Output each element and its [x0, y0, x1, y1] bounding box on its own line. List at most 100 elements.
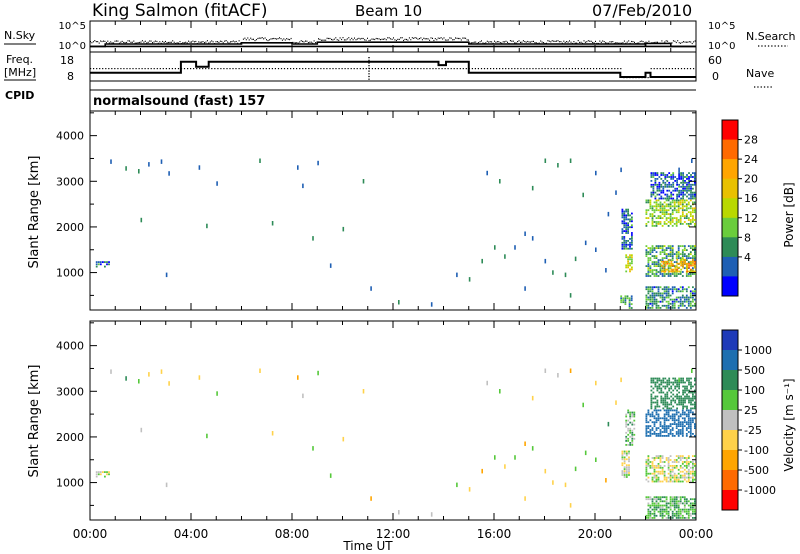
range-gate-cell [651, 298, 654, 301]
range-gate-cell [679, 502, 682, 505]
nave-dot [238, 68, 240, 70]
range-gate-cell [683, 296, 686, 299]
range-gate-cell [694, 207, 696, 210]
range-gate-cell [686, 264, 688, 267]
nsky-noise-dot [530, 41, 532, 43]
range-gate-cell [675, 512, 678, 515]
range-gate-cell [671, 213, 674, 215]
nsky-noise-dot [504, 41, 506, 43]
x-tick-label: 16:00 [477, 527, 512, 541]
nsky-noise-dot [387, 37, 389, 39]
range-gate-cell [671, 423, 674, 425]
range-gate-cell [649, 251, 652, 253]
range-gate-cell [690, 407, 692, 410]
range-gate-cell [651, 290, 654, 293]
nave-dot [320, 68, 322, 70]
range-gate-cell [667, 307, 670, 309]
nsky-noise-dot [359, 38, 361, 40]
nsky-noise-dot [342, 37, 344, 39]
scatter-echo [691, 368, 693, 373]
range-gate-cell [651, 504, 654, 507]
range-gate-cell [684, 185, 686, 188]
nsky-noise-dot [554, 40, 556, 42]
range-gate-cell [670, 403, 673, 406]
range-gate-cell [683, 215, 686, 217]
range-gate-cell [677, 517, 680, 519]
range-gate-cell [667, 506, 670, 509]
range-gate-cell [675, 427, 678, 429]
range-gate-cell [694, 264, 696, 267]
range-gate-cell [682, 391, 684, 394]
range-gate-cell [692, 176, 694, 178]
range-gate-cell [655, 506, 658, 509]
range-gate-cell [625, 458, 628, 461]
range-gate-cell [668, 397, 671, 400]
range-gate-cell [683, 517, 686, 519]
nsky-noise-dot [147, 41, 149, 43]
scatter-echo [398, 300, 400, 305]
colorbar-swatch [722, 490, 738, 511]
range-gate-cell [647, 514, 650, 517]
range-gate-cell [656, 379, 659, 382]
nsky-noise-dot [206, 40, 208, 42]
range-gate-cell [671, 219, 674, 221]
range-gate-cell [686, 270, 688, 273]
range-gate-cell [627, 212, 629, 215]
range-gate-cell [668, 379, 671, 382]
range-gate-cell [649, 466, 652, 469]
nave-dot [323, 68, 325, 70]
nave-dot [171, 68, 173, 70]
range-gate-cell [651, 219, 654, 221]
range-gate-cell [668, 183, 671, 186]
range-gate-cell [667, 221, 670, 223]
range-gate-cell [659, 500, 662, 503]
range-gate-cell [694, 178, 696, 180]
x-axis-label: Time UT [342, 539, 393, 553]
range-gate-cell [689, 275, 692, 277]
range-gate-cell [621, 232, 624, 234]
range-gate-cell [665, 247, 668, 249]
range-gate-cell [657, 419, 660, 422]
range-gate-cell [665, 203, 668, 206]
nave-dot [283, 68, 286, 70]
range-gate-cell [623, 230, 626, 232]
range-gate-cell [663, 201, 666, 204]
range-gate-cell [664, 185, 667, 188]
nsky-noise-dot [449, 37, 451, 39]
nsky-noise-dot [169, 41, 171, 43]
range-gate-cell [651, 294, 654, 297]
nave-dot [359, 68, 361, 70]
nave-dot [396, 68, 398, 70]
range-gate-cell [675, 478, 678, 481]
range-gate-cell [681, 203, 684, 206]
range-gate-cell [669, 294, 672, 297]
range-gate-cell [667, 510, 670, 513]
nsky-noise-dot [137, 42, 139, 44]
range-gate-cell [660, 379, 663, 382]
range-gate-cell [651, 269, 654, 271]
range-gate-cell [694, 209, 696, 212]
nave-dot [683, 68, 686, 70]
range-gate-cell [686, 387, 688, 390]
range-gate-cell [651, 221, 654, 223]
range-gate-cell [647, 296, 650, 299]
range-gate-cell [688, 176, 690, 178]
range-gate-cell [664, 403, 667, 406]
range-gate-cell [687, 508, 690, 511]
range-gate-cell [668, 381, 671, 384]
nsky-noise-dot [685, 41, 687, 43]
range-gate-cell [690, 401, 692, 404]
nsky-noise-dot [472, 42, 474, 44]
range-gate-cell [657, 215, 660, 217]
range-gate-cell [684, 176, 686, 178]
range-gate-cell [675, 275, 678, 277]
range-gate-cell [692, 470, 694, 473]
range-gate-cell [682, 389, 684, 392]
range-gate-cell [688, 189, 690, 192]
range-gate-cell [680, 191, 682, 194]
range-gate-cell [675, 251, 678, 253]
range-gate-cell [655, 504, 658, 507]
nave-dot [629, 77, 631, 79]
nsky-noise-dot [583, 40, 585, 42]
range-gate-cell [649, 259, 652, 261]
